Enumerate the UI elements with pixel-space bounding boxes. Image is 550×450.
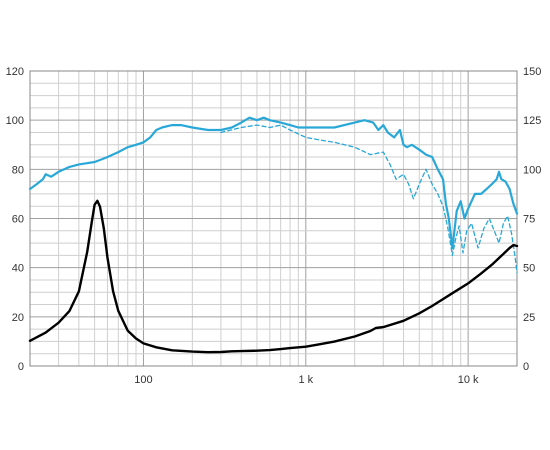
left-axis-tick-label: 0 — [18, 361, 24, 373]
series-layer — [28, 116, 519, 354]
left-axis-tick-label: 20 — [12, 312, 24, 324]
left-axis-tick-label: 100 — [6, 115, 24, 127]
left-axis-tick-label: 80 — [12, 164, 24, 176]
impedance-line — [28, 199, 519, 354]
plot-frame — [29, 70, 518, 367]
grid — [29, 70, 518, 367]
left-y-axis: 0 20 40 60 80 100 120 — [6, 66, 24, 373]
right-axis-tick-label: 75 — [523, 214, 535, 226]
x-axis-tick-label: 100 — [134, 374, 152, 386]
right-axis-tick-label: 125 — [523, 115, 541, 127]
response-solid-line — [28, 116, 519, 250]
right-y-axis: 0 25 50 75 100 125 150 — [523, 66, 541, 373]
right-axis-tick-label: 100 — [523, 164, 541, 176]
right-axis-tick-label: 0 — [523, 361, 529, 373]
x-axis: 100 1 k 10 k — [134, 374, 479, 386]
left-axis-tick-label: 120 — [6, 66, 24, 78]
x-axis-tick-label: 1 k — [298, 374, 313, 386]
right-axis-tick-label: 25 — [523, 312, 535, 324]
right-axis-tick-label: 50 — [523, 263, 535, 275]
right-axis-tick-label: 150 — [523, 66, 541, 78]
left-axis-tick-label: 40 — [12, 263, 24, 275]
x-axis-tick-label: 10 k — [458, 374, 479, 386]
response-dashed-line — [220, 124, 518, 274]
left-axis-tick-label: 60 — [12, 214, 24, 226]
